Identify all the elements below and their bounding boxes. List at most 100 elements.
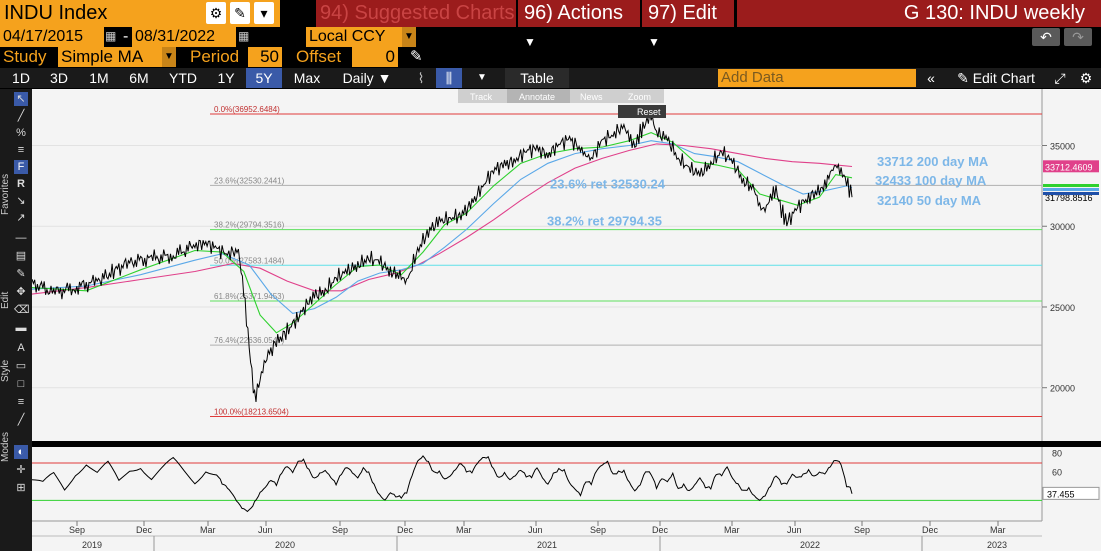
x-tick-label: Dec <box>397 525 414 535</box>
rsi-line <box>31 455 853 513</box>
table-button[interactable]: Table <box>505 68 569 88</box>
trash-icon[interactable]: ▬ <box>15 322 27 334</box>
period-tab-max[interactable]: Max <box>286 68 328 88</box>
edit-chart-button[interactable]: ✎ Edit Chart <box>946 68 1046 88</box>
toolbar: 1D 3D 1M 6M YTD 1Y 5Y Max Daily ▼ ⌇ ⫼ ▼ … <box>0 68 1101 88</box>
crosshair-icon[interactable]: ✛ <box>16 464 26 476</box>
layers-icon[interactable]: ▭ <box>15 360 27 372</box>
ma100-tag <box>1043 188 1099 191</box>
x-tick-label: Sep <box>590 525 606 535</box>
fib-icon[interactable]: ≡ <box>17 144 25 156</box>
x-tick-label: Sep <box>332 525 348 535</box>
end-date-field[interactable]: 08/31/2022 <box>132 27 236 47</box>
favorites-label: Favorites <box>0 173 11 215</box>
r-tool-icon[interactable]: R <box>17 178 25 190</box>
expand-icon[interactable]: ⤢ <box>1054 70 1066 86</box>
chevron-down-icon[interactable]: ▼ <box>477 72 487 83</box>
reset-button-bg[interactable] <box>618 105 666 118</box>
gear-icon[interactable]: ⚙ <box>1079 70 1093 86</box>
edit-icon[interactable]: ✎ <box>230 2 250 24</box>
x-tick-label: Dec <box>136 525 153 535</box>
annotations: 23.6% ret 32530.24 38.2% ret 29794.35 3371… <box>547 154 989 229</box>
gridlines <box>32 145 1042 389</box>
suggested-charts-menu[interactable]: 94) Suggested Charts <box>316 0 516 27</box>
line-style-icon[interactable]: ≡ <box>17 396 25 408</box>
cursor-icon[interactable]: ↖ <box>14 92 28 106</box>
offset-input[interactable]: 0 <box>352 47 398 67</box>
chevron-down-icon: ▼ <box>648 35 660 49</box>
fib-retracement-icon[interactable]: F <box>14 160 28 174</box>
chevron-down-icon[interactable]: ▼ <box>402 27 416 47</box>
period-tab-5y[interactable]: 5Y <box>246 68 282 88</box>
collapse-icon[interactable]: « <box>927 70 935 86</box>
bar-chart-icon[interactable]: ⫼ <box>436 68 462 88</box>
grid-icon[interactable]: ⊞ <box>16 482 26 494</box>
period-tab-1y[interactable]: 1Y <box>208 68 244 88</box>
price-line <box>31 111 853 402</box>
period-tab-ytd[interactable]: YTD <box>162 68 204 88</box>
actions-label: 96) Actions <box>524 2 623 24</box>
mode-icon[interactable]: ◐ <box>14 445 28 459</box>
pencil-icon[interactable]: ✎ <box>16 268 26 280</box>
period-tab-label: YTD <box>169 70 197 86</box>
period-tab-1m[interactable]: 1M <box>80 68 118 88</box>
frequency-label: Daily <box>342 70 374 86</box>
text-icon[interactable]: A <box>17 342 25 354</box>
add-data-input[interactable]: Add Data <box>718 69 916 87</box>
line-tool-icon[interactable]: ╱ <box>17 110 25 122</box>
currency-select[interactable]: Local CCY <box>306 27 402 47</box>
annotate-button[interactable]: Annotate <box>519 92 555 102</box>
channel-icon[interactable]: ▤ <box>15 250 27 262</box>
edit-menu[interactable]: 97) Edit ▼ <box>642 0 734 49</box>
trend-icon[interactable]: ↗ <box>16 212 26 224</box>
zoom-button[interactable]: Zoom <box>628 92 651 102</box>
horizontal-line-icon[interactable]: — <box>15 232 27 244</box>
study-bar: Study Simple MA ▼ Period 50 Offset 0 ✎ <box>0 47 1101 67</box>
calendar-icon[interactable]: ▦ <box>238 29 250 43</box>
draw-icon[interactable]: ╱ <box>17 414 25 426</box>
study-value: Simple MA <box>61 47 144 66</box>
chart-annotation: 32140 50 day MA <box>877 193 982 208</box>
percent-icon[interactable]: % <box>16 127 26 139</box>
chevron-down-icon[interactable]: ▼ <box>162 47 176 67</box>
undo-icon[interactable]: ↶ <box>1032 28 1060 46</box>
table-label: Table <box>520 70 554 86</box>
pencil-icon[interactable]: ✎ <box>410 48 423 65</box>
calendar-icon[interactable]: ▦ <box>105 29 117 43</box>
start-date-text: 04/17/2015 <box>3 28 84 45</box>
period-label: Period <box>190 47 240 66</box>
ticker-field[interactable]: INDU Index ⚙ ✎ ▾ <box>0 0 280 27</box>
eraser-icon[interactable]: ⌫ <box>14 304 30 316</box>
pencil-icon: ✎ <box>957 70 969 86</box>
period-tab-6m[interactable]: 6M <box>120 68 158 88</box>
period-tab-1d[interactable]: 1D <box>4 68 38 88</box>
x-tick-label: Mar <box>456 525 472 535</box>
period-tab-3d[interactable]: 3D <box>42 68 76 88</box>
actions-menu[interactable]: 96) Actions ▼ <box>518 0 640 49</box>
track-button[interactable]: Track <box>470 92 493 102</box>
fib-label: 50.0%(27583.1484) <box>214 256 285 265</box>
arrow-icon[interactable]: ↘ <box>16 195 26 207</box>
left-toolbar: ↖ ╱ % ≡ F R ↘ ↗ — ▤ ✎ ✥ ⌫ ▬ A ▭ □ ≡ ╱ ◐ … <box>0 89 32 551</box>
news-button[interactable]: News <box>580 92 603 102</box>
start-date-field[interactable]: 04/17/2015 <box>0 27 104 47</box>
period-input[interactable]: 50 <box>248 47 282 67</box>
chart-annotation: 32433 100 day MA <box>875 173 987 188</box>
move-icon[interactable]: ✥ <box>16 286 26 298</box>
settings-icon[interactable]: ⚙ <box>206 2 226 24</box>
period-tab-label: 1D <box>12 70 30 86</box>
line-chart-icon[interactable]: ⌇ <box>417 70 425 86</box>
x-tick-label: Mar <box>200 525 216 535</box>
style-label: Style <box>0 359 11 383</box>
reset-button[interactable]: Reset <box>637 107 661 117</box>
frequency-select[interactable]: Daily ▼ <box>334 68 400 88</box>
dropdown-icon[interactable]: ▾ <box>254 2 274 24</box>
price-axis-bg <box>1042 89 1101 441</box>
study-select[interactable]: Simple MA <box>58 47 162 67</box>
redo-icon[interactable]: ↷ <box>1064 28 1092 46</box>
rsi-tick-label: 60 <box>1052 467 1062 477</box>
box-icon[interactable]: □ <box>17 378 25 390</box>
offset-value: 0 <box>385 47 395 66</box>
year-label: 2023 <box>987 540 1007 550</box>
window-title-text: G 130: INDU weekly <box>903 2 1085 24</box>
